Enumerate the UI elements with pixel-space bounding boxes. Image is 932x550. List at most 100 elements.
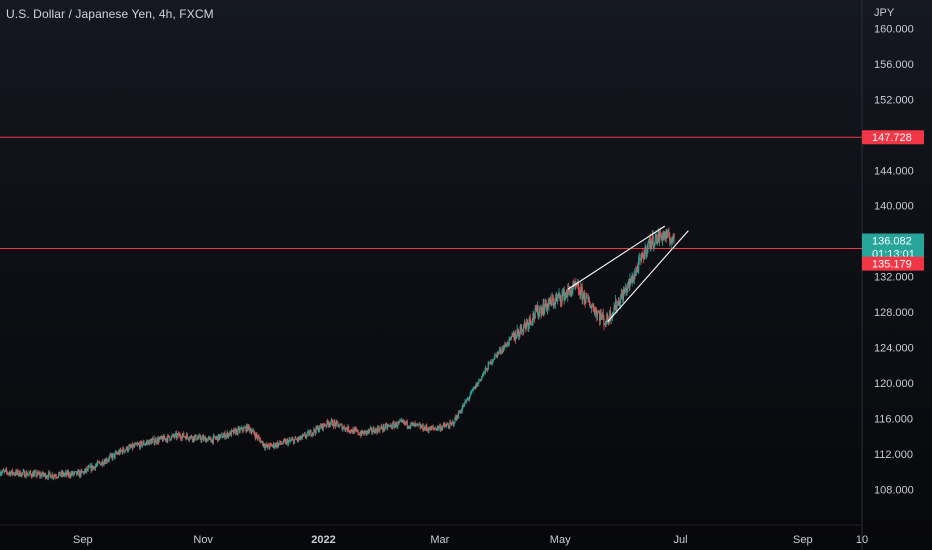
candle-body [595, 309, 597, 311]
candle-body [324, 425, 326, 427]
candle-body [348, 426, 350, 432]
candle-body [416, 423, 418, 425]
candle-body [355, 429, 357, 430]
candle-body [149, 439, 152, 441]
candle-body [651, 241, 653, 243]
candle-body [110, 454, 112, 456]
candle-body [363, 432, 365, 435]
candle-body [639, 257, 641, 259]
candle-body [317, 426, 319, 432]
candle-body [507, 342, 509, 345]
candle-body [59, 471, 61, 476]
candle-body [533, 313, 535, 318]
candle-body [179, 434, 181, 437]
candle-body [505, 345, 507, 347]
y-tick-label: 108.000 [874, 485, 914, 497]
candle-body [586, 294, 588, 296]
candle-body [26, 472, 28, 476]
candle-body [440, 427, 442, 431]
candle-body [570, 291, 572, 296]
candle-body [133, 444, 136, 447]
candle-body [653, 242, 656, 246]
candle-body [26, 474, 29, 476]
candle-body [32, 472, 34, 477]
candle-body [564, 294, 566, 301]
candle-body [83, 471, 85, 474]
candle-body [367, 429, 369, 433]
candle-body [18, 474, 20, 476]
candle-body [637, 268, 639, 272]
candle-body [159, 437, 161, 439]
candle-body [34, 471, 37, 473]
candle-body [293, 439, 295, 444]
candle-body [109, 455, 111, 457]
candle-body [43, 474, 45, 476]
candle-body [118, 451, 120, 454]
candle-body [105, 459, 107, 462]
candle-body [329, 423, 332, 425]
candle-body [434, 428, 436, 430]
candle-body [476, 382, 478, 387]
candle-body [447, 424, 450, 427]
candle-body [92, 466, 94, 470]
candle-body [91, 465, 93, 471]
candle-body [31, 475, 33, 478]
candle-body [298, 437, 300, 440]
candle-body [232, 430, 234, 432]
candle-body [405, 421, 408, 424]
candle-body [322, 423, 324, 430]
candle-body [115, 452, 117, 453]
candle-body [282, 439, 285, 444]
candle-body [172, 434, 175, 437]
candle-body [353, 428, 355, 434]
candle-body [327, 420, 329, 423]
candle-body [602, 313, 604, 318]
candle-body [526, 321, 528, 323]
candle-body [481, 376, 483, 381]
candle-body [384, 424, 387, 429]
candle-body [167, 435, 169, 442]
candle-body [672, 233, 674, 238]
candle-body [233, 429, 235, 434]
candle-body [135, 443, 137, 445]
candle-body [270, 444, 272, 445]
candle-body [554, 302, 556, 305]
candle-body [48, 472, 50, 474]
candle-body [386, 424, 388, 429]
candle-body [498, 351, 500, 354]
candle-body [261, 440, 264, 446]
candle-body [198, 435, 200, 438]
candle-body [114, 452, 116, 458]
candle-body [238, 428, 240, 429]
candle-body [288, 439, 290, 441]
candle-body [131, 444, 133, 449]
candle-body [468, 398, 470, 400]
candle-body [370, 428, 372, 429]
candle-body [403, 420, 405, 424]
candle-body [405, 422, 407, 424]
candle-body [655, 234, 657, 237]
candle-body [159, 437, 162, 439]
candle-body [601, 313, 604, 317]
candle-body [16, 470, 18, 474]
candle-body [463, 405, 465, 407]
candle-body [442, 426, 444, 429]
candle-body [530, 320, 532, 324]
candle-body [169, 437, 171, 441]
candle-body [393, 423, 395, 428]
candle-body [274, 443, 277, 447]
candle-body [354, 428, 356, 430]
candle-body [500, 352, 502, 353]
candle-body [622, 294, 624, 301]
candle-body [446, 424, 448, 426]
candle-body [203, 437, 205, 440]
candle-body [334, 423, 337, 427]
candle-body [394, 425, 396, 428]
candle-body [537, 305, 539, 317]
candle-body [385, 424, 387, 426]
candle-body [339, 424, 341, 427]
candle-body [609, 310, 612, 320]
candle-body [10, 470, 13, 473]
